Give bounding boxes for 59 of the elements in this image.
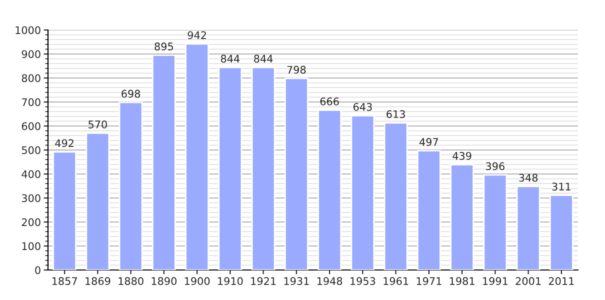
y-tick-label: 500 bbox=[22, 146, 40, 154]
y-tick-label: 300 bbox=[22, 194, 40, 202]
x-tick-label: 2001 bbox=[516, 277, 541, 286]
bar bbox=[86, 132, 110, 270]
x-tick-label: 1931 bbox=[284, 277, 309, 286]
x-tick-label: 1869 bbox=[86, 277, 110, 286]
data-label: 844 bbox=[220, 54, 240, 63]
bar bbox=[318, 109, 342, 270]
x-tick-label: 1991 bbox=[483, 277, 508, 286]
bar bbox=[152, 54, 176, 270]
bar bbox=[251, 66, 276, 270]
x-tick-label: 2011 bbox=[548, 277, 574, 286]
data-label: 497 bbox=[420, 138, 438, 146]
bar bbox=[450, 164, 474, 270]
y-tick-label: 100 bbox=[22, 242, 40, 250]
data-label: 570 bbox=[88, 120, 107, 128]
bar bbox=[416, 150, 441, 270]
data-label: 439 bbox=[452, 152, 472, 160]
bar bbox=[284, 78, 308, 270]
data-label: 698 bbox=[122, 90, 140, 98]
y-tick-label: 0 bbox=[35, 266, 40, 274]
y-tick-label: 200 bbox=[22, 218, 40, 226]
x-tick-label: 1961 bbox=[384, 277, 408, 286]
x-tick-label: 1857 bbox=[52, 277, 77, 286]
y-tick-label: 800 bbox=[22, 74, 40, 82]
y-tick-label: 900 bbox=[22, 50, 40, 58]
data-label: 666 bbox=[320, 97, 339, 106]
y-tick-label: 1000 bbox=[16, 26, 40, 34]
data-label: 895 bbox=[154, 42, 173, 50]
bar bbox=[483, 174, 508, 270]
bar bbox=[52, 151, 77, 270]
x-tick-label: 1971 bbox=[416, 277, 442, 286]
bar bbox=[516, 186, 540, 270]
y-tick-label: 600 bbox=[22, 122, 40, 130]
data-label: 844 bbox=[254, 54, 273, 63]
bar bbox=[384, 122, 408, 270]
x-tick-label: 1900 bbox=[184, 277, 210, 286]
data-label: 798 bbox=[287, 66, 306, 74]
data-label: 613 bbox=[386, 110, 405, 118]
data-label: 348 bbox=[519, 174, 538, 182]
x-tick-label: 1953 bbox=[350, 277, 376, 286]
x-tick-label: 1890 bbox=[152, 277, 176, 286]
x-tick-label: 1880 bbox=[118, 277, 144, 286]
bar bbox=[185, 43, 210, 270]
bar bbox=[549, 194, 574, 270]
bar bbox=[218, 66, 242, 270]
data-label: 942 bbox=[188, 31, 206, 40]
y-tick-label: 400 bbox=[22, 170, 40, 178]
x-tick-label: 1921 bbox=[251, 277, 276, 286]
x-tick-label: 1910 bbox=[218, 277, 243, 286]
x-tick-label: 1981 bbox=[450, 277, 474, 286]
y-tick-label: 700 bbox=[22, 98, 40, 106]
bar bbox=[350, 114, 375, 270]
x-tick-label: 1948 bbox=[317, 277, 342, 286]
data-label: 311 bbox=[552, 182, 570, 191]
data-label: 492 bbox=[55, 139, 74, 148]
bar bbox=[118, 102, 143, 270]
data-label: 643 bbox=[353, 103, 372, 111]
data-label: 396 bbox=[486, 162, 504, 170]
